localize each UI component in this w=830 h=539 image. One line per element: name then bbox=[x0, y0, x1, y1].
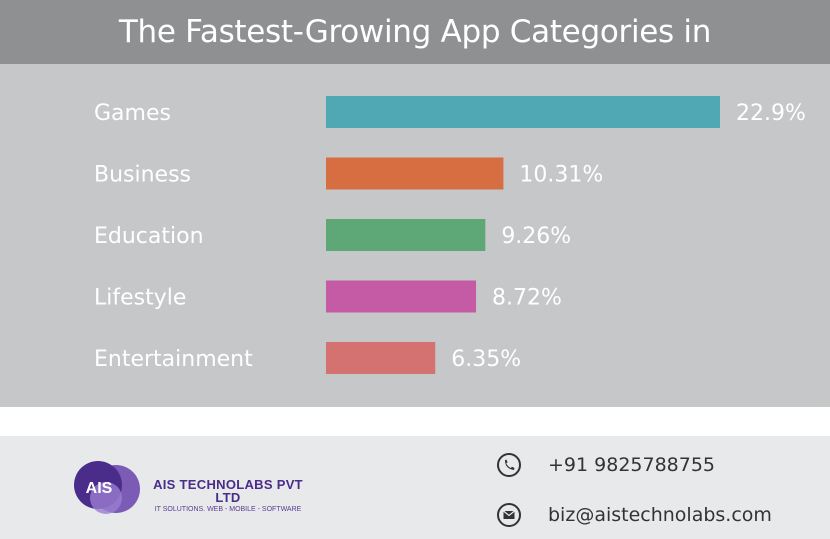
category-label: Business bbox=[94, 163, 191, 188]
category-label: Games bbox=[94, 101, 171, 126]
logo-mark-icon: AIS bbox=[74, 461, 140, 514]
envelope-icon bbox=[497, 503, 521, 527]
company-name: AIS TECHNOLABS PVT LTD bbox=[153, 477, 303, 505]
category-label: Lifestyle bbox=[94, 286, 186, 311]
value-label: 9.26% bbox=[501, 224, 571, 249]
footer: AIS AIS TECHNOLABS PVT LTD IT SOLUTIONS.… bbox=[0, 436, 830, 539]
value-label: 8.72% bbox=[492, 286, 562, 311]
company-logo[interactable]: AIS AIS TECHNOLABS PVT LTD IT SOLUTIONS.… bbox=[72, 456, 312, 522]
value-label: 6.35% bbox=[451, 347, 521, 372]
phone-icon bbox=[497, 453, 521, 477]
phone-contact[interactable]: +91 9825788755 bbox=[496, 452, 715, 478]
bar bbox=[326, 96, 720, 128]
company-tagline: IT SOLUTIONS. WEB - MOBILE - SOFTWARE bbox=[154, 506, 302, 513]
chart-title: The Fastest-Growing App Categories in bbox=[118, 14, 712, 50]
bar bbox=[326, 219, 486, 251]
category-label: Entertainment bbox=[94, 347, 253, 372]
logo-mark-text: AIS bbox=[86, 480, 113, 497]
bar bbox=[326, 157, 504, 190]
bar bbox=[326, 280, 477, 313]
value-label: 22.9% bbox=[736, 101, 806, 126]
email-contact[interactable]: biz@aistechnolabs.com bbox=[496, 502, 772, 528]
category-label: Education bbox=[94, 224, 204, 249]
bar-chart: Games 22.9% Business 10.31% Education 9.26% Li… bbox=[94, 96, 806, 374]
bar bbox=[326, 342, 436, 374]
phone-number: +91 9825788755 bbox=[548, 454, 716, 476]
chart-panel: Games 22.9% Business 10.31% Education 9.26% Li… bbox=[0, 64, 830, 407]
title-bar: The Fastest-Growing App Categories in bbox=[0, 0, 830, 64]
email-address: biz@aistechnolabs.com bbox=[548, 504, 772, 526]
value-label: 10.31% bbox=[519, 163, 603, 188]
